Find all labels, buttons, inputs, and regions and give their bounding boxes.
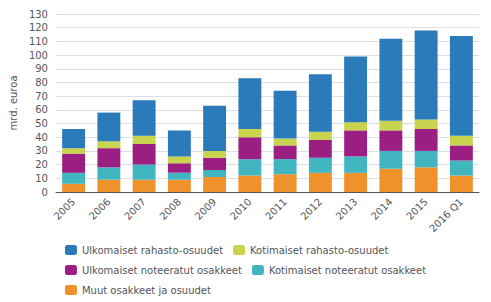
svg-text:110: 110 [29,36,48,47]
svg-text:2014: 2014 [369,196,395,222]
svg-text:2013: 2013 [334,196,360,222]
svg-text:90: 90 [35,63,48,74]
svg-text:100: 100 [29,50,48,61]
svg-text:Ulkomaiset noteeratut osakkeet: Ulkomaiset noteeratut osakkeet [82,265,242,276]
svg-text:2006: 2006 [87,196,113,222]
svg-text:0: 0 [42,187,48,198]
svg-text:2015: 2015 [404,196,430,222]
svg-text:Ulkomaiset rahasto-osuudet: Ulkomaiset rahasto-osuudet [82,245,223,256]
svg-text:Kotimaiset rahasto-osuudet: Kotimaiset rahasto-osuudet [250,245,388,256]
svg-text:Kotimaiset noteeratut osakkeet: Kotimaiset noteeratut osakkeet [269,265,426,276]
svg-text:120: 120 [29,22,48,33]
svg-text:2009: 2009 [193,196,219,222]
svg-text:70: 70 [35,91,48,102]
svg-text:2012: 2012 [299,196,325,222]
svg-text:130: 130 [29,9,48,20]
svg-text:2016 Q1: 2016 Q1 [427,196,465,234]
svg-text:Muut osakkeet ja osuudet: Muut osakkeet ja osuudet [82,285,211,296]
svg-text:2007: 2007 [122,196,148,222]
svg-text:2005: 2005 [52,196,78,222]
svg-text:60: 60 [35,104,48,115]
svg-text:mrd. euroa: mrd. euroa [8,75,19,130]
svg-text:10: 10 [35,173,48,184]
svg-text:80: 80 [35,77,48,88]
svg-text:40: 40 [35,132,48,143]
svg-text:20: 20 [35,159,48,170]
svg-text:2011: 2011 [263,196,289,222]
svg-text:30: 30 [35,145,48,156]
svg-text:2008: 2008 [158,196,184,222]
svg-text:50: 50 [35,118,48,129]
svg-text:2010: 2010 [228,196,254,222]
